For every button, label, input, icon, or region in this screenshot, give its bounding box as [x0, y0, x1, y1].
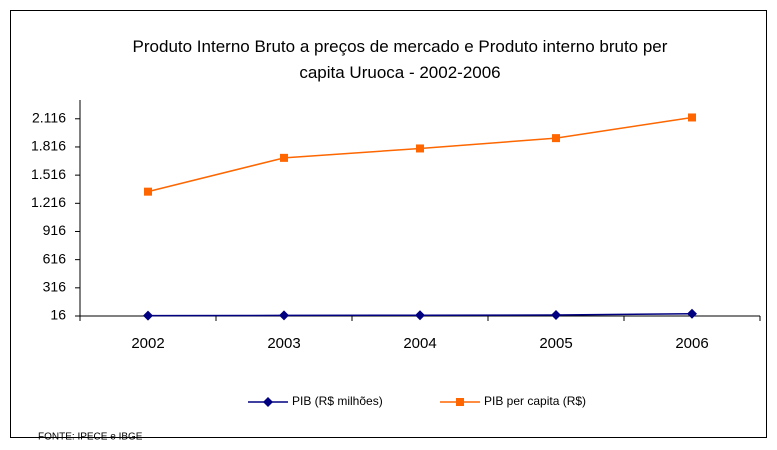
data-point [144, 187, 152, 196]
data-point [143, 310, 153, 321]
data-point [279, 310, 289, 321]
legend-marker [456, 398, 464, 406]
chart-border [10, 10, 767, 438]
x-tick-label: 2003 [267, 335, 300, 352]
x-tick-label: 2004 [403, 335, 436, 352]
data-point [551, 310, 561, 321]
legend-label: PIB (R$ milhões) [292, 394, 383, 408]
data-point [687, 308, 697, 319]
y-tick-label: 616 [43, 250, 67, 266]
y-tick-label: 16 [50, 307, 66, 323]
data-point [416, 144, 424, 153]
legend-marker [263, 397, 273, 407]
x-tick-label: 2006 [675, 335, 708, 352]
y-tick-label: 916 [43, 222, 67, 238]
data-point [415, 310, 425, 321]
chart-title: Produto Interno Bruto a preços de mercad… [132, 37, 668, 82]
x-tick-label: 2005 [539, 335, 572, 352]
legend-label: PIB per capita (R$) [484, 394, 586, 408]
source-note: FONTE: IPECE e IBGE [38, 432, 143, 443]
y-tick-label: 2.116 [32, 109, 66, 125]
y-tick-label: 1.216 [31, 194, 66, 210]
y-tick-label: 1.816 [31, 138, 66, 154]
x-tick-label: 2002 [131, 335, 164, 352]
data-point [280, 153, 288, 162]
data-point [552, 134, 560, 143]
y-tick-label: 1.516 [31, 166, 66, 182]
data-point [688, 113, 696, 122]
y-tick-label: 316 [43, 279, 67, 295]
